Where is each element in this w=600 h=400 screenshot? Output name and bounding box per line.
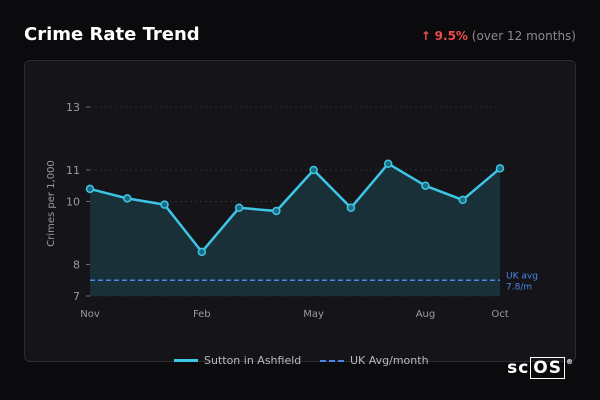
legend-label-reference: UK Avg/month: [350, 354, 429, 367]
data-point: [309, 165, 318, 175]
data-point: [234, 203, 244, 213]
legend-item-series[interactable]: Sutton in Ashfield: [174, 354, 301, 367]
data-point: [421, 181, 430, 190]
page-title: Crime Rate Trend: [24, 24, 200, 45]
data-point: [85, 184, 95, 194]
legend-label-series: Sutton in Ashfield: [204, 354, 302, 367]
data-point: [160, 200, 169, 209]
reference-label: UK avg: [506, 271, 538, 281]
data-point: [458, 195, 467, 205]
change-period: (over 12 months): [471, 29, 576, 43]
y-tick-label: 7: [73, 290, 80, 303]
legend-swatch-reference: [320, 359, 344, 362]
series-area: [90, 163, 500, 296]
x-tick-label: Nov: [80, 309, 100, 320]
up-arrow-icon: ↑: [420, 29, 431, 43]
change-percent: 9.5%: [434, 29, 468, 43]
data-point: [197, 247, 207, 257]
x-tick-label: Aug: [416, 309, 436, 320]
y-tick-label: 13: [66, 101, 80, 114]
x-tick-label: Feb: [193, 309, 211, 320]
data-point: [346, 203, 356, 213]
reference-value-label: 7.8/m: [506, 282, 532, 292]
y-tick-label: 8: [73, 259, 80, 272]
x-tick-label: May: [303, 309, 324, 320]
data-point: [272, 206, 281, 216]
x-tick-label: Oct: [491, 309, 508, 320]
change-indicator: ↑ 9.5% (over 12 months): [421, 29, 576, 43]
series-line: [89, 162, 501, 254]
data-point: [495, 164, 505, 173]
legend-item-reference[interactable]: UK Avg/month: [320, 354, 429, 367]
legend-swatch-series: [174, 359, 198, 362]
y-axis-label: Crimes per 1,000: [46, 160, 57, 247]
y-tick-label: 10: [66, 196, 80, 209]
brand-logo: sc OS ®: [507, 357, 574, 379]
data-point: [123, 194, 132, 203]
y-tick-label: 11: [66, 164, 80, 177]
data-point: [383, 159, 393, 168]
